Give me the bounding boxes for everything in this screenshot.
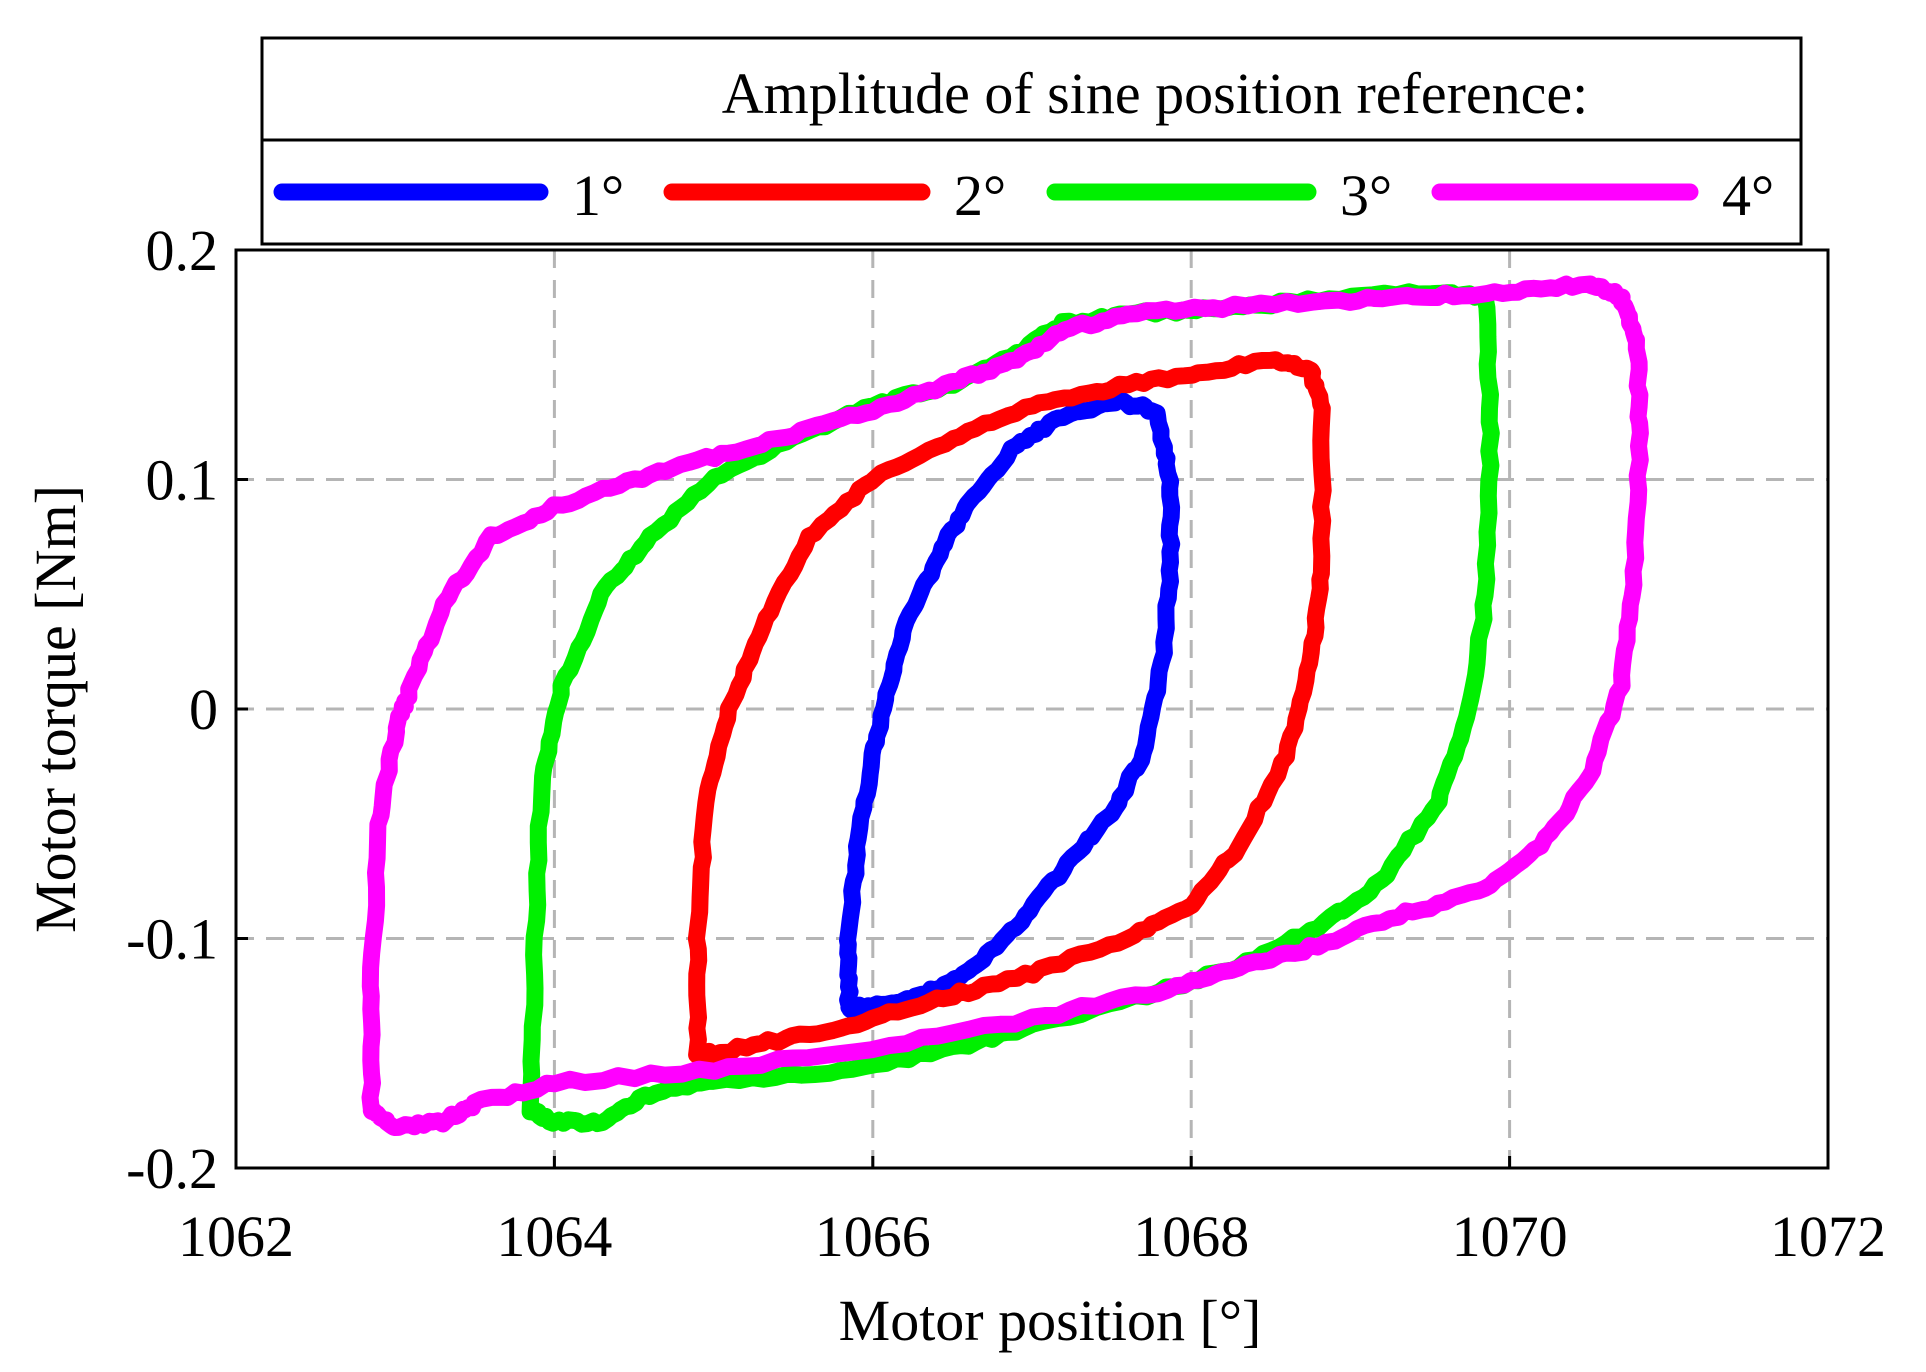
legend-label-3: 3° bbox=[1340, 163, 1392, 228]
x-tick-label: 1072 bbox=[1770, 1204, 1886, 1269]
x-ticks: 1062 1064 1066 1068 1070 1072 bbox=[178, 1156, 1886, 1269]
series-line-4 bbox=[361, 275, 1649, 1136]
series-line-1 bbox=[839, 391, 1181, 1019]
x-tick-label: 1066 bbox=[815, 1204, 931, 1269]
y-tick-label: 0 bbox=[189, 677, 218, 742]
plot-area: 1062 1064 1066 1068 1070 1072 -0.2 -0.1 0 0.1 0.2 bbox=[126, 218, 1886, 1269]
x-tick-label: 1068 bbox=[1133, 1204, 1249, 1269]
x-tick-label: 1070 bbox=[1452, 1204, 1568, 1269]
x-axis-label: Motor position [°] bbox=[839, 1288, 1262, 1353]
y-tick-label: 0.2 bbox=[146, 218, 219, 283]
legend-title: Amplitude of sine position reference: bbox=[722, 61, 1589, 126]
legend-label-2: 2° bbox=[954, 163, 1006, 228]
y-tick-label: 0.1 bbox=[146, 448, 219, 513]
y-tick-label: -0.2 bbox=[126, 1136, 218, 1201]
series-group bbox=[361, 275, 1649, 1136]
series-line-2 bbox=[687, 351, 1332, 1064]
legend-label-4: 4° bbox=[1722, 163, 1774, 228]
x-tick-label: 1064 bbox=[496, 1204, 612, 1269]
y-tick-label: -0.1 bbox=[126, 907, 218, 972]
y-ticks: -0.2 -0.1 0 0.1 0.2 bbox=[126, 218, 248, 1201]
legend-label-1: 1° bbox=[572, 163, 624, 228]
y-axis-label: Motor torque [Nm] bbox=[23, 485, 88, 933]
legend-entries: 1° 2° 3° 4° bbox=[273, 163, 1774, 228]
x-tick-label: 1062 bbox=[178, 1204, 294, 1269]
legend: Amplitude of sine position reference: 1°… bbox=[260, 36, 1803, 246]
